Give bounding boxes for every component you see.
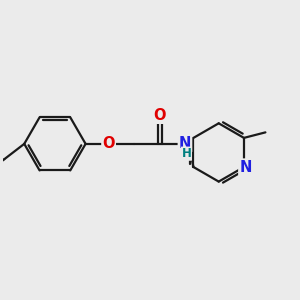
Text: H: H [182,147,191,160]
Text: O: O [102,136,115,152]
Text: O: O [154,108,166,123]
Text: N: N [179,136,191,152]
Text: N: N [239,160,252,175]
